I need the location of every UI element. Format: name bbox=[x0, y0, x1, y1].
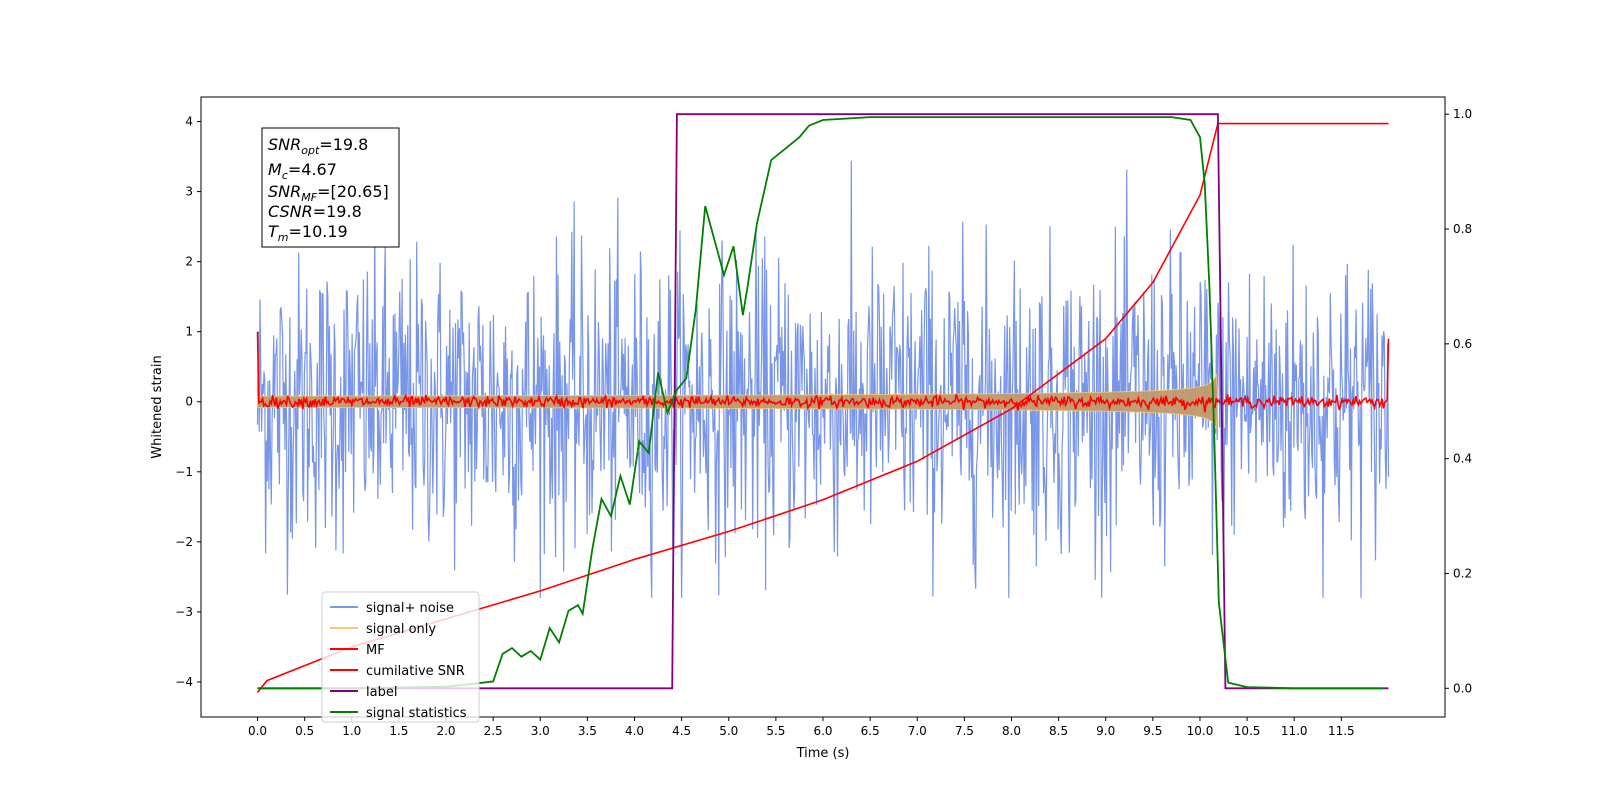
x-tick-label: 10.0 bbox=[1187, 724, 1214, 738]
x-tick-label: 4.5 bbox=[672, 724, 691, 738]
x-tick-label: 11.5 bbox=[1328, 724, 1355, 738]
y-tick-label: −1 bbox=[175, 465, 193, 479]
y-tick-label: −3 bbox=[175, 605, 193, 619]
x-tick-label: 3.0 bbox=[531, 724, 550, 738]
ticks: 0.0 0.5 1.0 1.5 2.0 2.5 3.0 3.5 4.0 4.5 5.0 5.5 6.0 6… bbox=[175, 107, 1472, 738]
y2-tick-label: 1.0 bbox=[1453, 107, 1472, 121]
series-signal-only bbox=[257, 373, 1219, 430]
x-tick-label: 0.5 bbox=[295, 724, 314, 738]
info-tm: Tm=10.19 bbox=[268, 222, 348, 244]
y-tick-label: 2 bbox=[185, 255, 193, 269]
x-tick-label: 5.5 bbox=[766, 724, 785, 738]
y-tick-label: 0 bbox=[185, 395, 193, 409]
y-tick-label: 3 bbox=[185, 185, 193, 199]
series-signal-statistics bbox=[257, 116, 1384, 690]
legend-entry: label bbox=[366, 685, 397, 700]
legend-entry: signal statistics bbox=[366, 706, 467, 721]
y2-tick-label: 0.8 bbox=[1453, 222, 1472, 236]
x-tick-label: 4.0 bbox=[625, 724, 644, 738]
series-label bbox=[257, 113, 1389, 690]
y2-tick-label: 0.0 bbox=[1453, 681, 1472, 695]
y-tick-label: 1 bbox=[185, 325, 193, 339]
x-tick-label: 9.0 bbox=[1096, 724, 1115, 738]
y-axis-label: Whitened strain bbox=[150, 355, 165, 458]
x-tick-label: 7.5 bbox=[955, 724, 974, 738]
x-axis-label: Time (s) bbox=[796, 746, 850, 761]
legend-entry: signal+ noise bbox=[366, 601, 454, 616]
series-mf bbox=[256, 331, 1390, 413]
info-box: SNRopt=19.8 Mc=4.67 SNRMF=[20.65] CSNR=1… bbox=[261, 127, 400, 248]
y-tick-label: 4 bbox=[185, 115, 193, 129]
x-tick-label: 5.0 bbox=[719, 724, 738, 738]
x-tick-label: 8.5 bbox=[1049, 724, 1068, 738]
legend-entry: MF bbox=[366, 643, 385, 658]
x-tick-label: 10.5 bbox=[1234, 724, 1261, 738]
x-tick-label: 9.5 bbox=[1143, 724, 1162, 738]
info-box-frame bbox=[261, 127, 400, 248]
legend-frame bbox=[321, 591, 480, 723]
y-tick-label: −2 bbox=[175, 535, 193, 549]
x-tick-label: 2.0 bbox=[436, 724, 455, 738]
x-tick-label: 1.5 bbox=[389, 724, 408, 738]
x-tick-label: 3.5 bbox=[578, 724, 597, 738]
x-tick-label: 1.0 bbox=[342, 724, 361, 738]
info-mc: Mc=4.67 bbox=[268, 160, 337, 182]
y2-tick-label: 0.2 bbox=[1453, 566, 1472, 580]
x-tick-label: 6.5 bbox=[861, 724, 880, 738]
legend-entry: signal only bbox=[366, 622, 436, 637]
info-snr-mf: SNRMF=[20.65] bbox=[268, 182, 389, 204]
y2-tick-label: 0.4 bbox=[1453, 452, 1472, 466]
legend-entry: cumilative SNR bbox=[366, 664, 465, 679]
legend: signal+ noise signal only MF cumilative SNR… bbox=[321, 591, 480, 723]
y2-tick-label: 0.6 bbox=[1453, 337, 1472, 351]
y-tick-label: −4 bbox=[175, 675, 193, 689]
x-tick-label: 11.0 bbox=[1281, 724, 1308, 738]
info-snr-opt: SNRopt=19.8 bbox=[268, 135, 368, 157]
x-tick-label: 2.5 bbox=[484, 724, 503, 738]
x-tick-label: 7.0 bbox=[908, 724, 927, 738]
x-tick-label: 8.0 bbox=[1002, 724, 1021, 738]
x-tick-label: 0.0 bbox=[248, 724, 267, 738]
x-tick-label: 6.0 bbox=[813, 724, 832, 738]
info-csnr: CSNR=19.8 bbox=[268, 202, 362, 221]
